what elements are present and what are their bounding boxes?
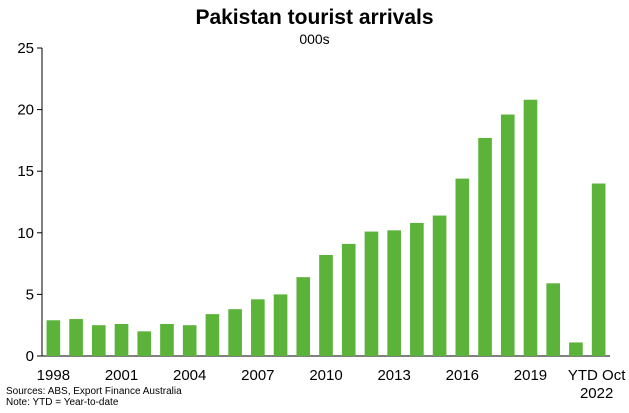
bar-2005	[205, 314, 220, 356]
bar-2013	[387, 230, 401, 356]
bar-2011	[341, 243, 356, 356]
y-tick-label: 5	[26, 286, 34, 303]
x-tick-label: 2010	[309, 367, 342, 384]
chart-footnote: Sources: ABS, Export Finance Australia N…	[6, 386, 182, 408]
bar-2003	[160, 323, 174, 356]
bar-2001	[114, 323, 129, 356]
chart-subtitle: 000s	[299, 31, 330, 47]
x-tick-label: 1998	[37, 367, 70, 384]
note-text: Note: YTD = Year-to-date	[6, 397, 119, 408]
y-tick-label: 25	[17, 40, 34, 57]
bar-2004	[182, 325, 197, 356]
bar-ytd-oct-2022	[591, 183, 606, 356]
bar-2000	[91, 325, 106, 356]
bar-2009	[296, 277, 311, 356]
x-tick-label: 2004	[173, 367, 206, 384]
bar-2016	[455, 178, 470, 356]
bar-1998	[46, 320, 61, 356]
x-tick-label: 2013	[377, 367, 410, 384]
bar-2017	[478, 137, 492, 356]
y-tick-label: 0	[26, 348, 34, 365]
bar-2002	[137, 331, 152, 356]
bar-2008	[273, 294, 288, 356]
bar-2015	[432, 215, 447, 356]
x-tick-label: 2007	[241, 367, 274, 384]
x-tick-label: 2001	[105, 367, 138, 384]
sources-text: Sources: ABS, Export Finance Australia	[6, 386, 182, 397]
x-tick-label: 2016	[446, 367, 479, 384]
x-tick-label: YTD Oct 2022	[568, 367, 626, 402]
y-tick-label: 20	[17, 102, 34, 119]
bar-2007	[251, 299, 265, 356]
bar-2018	[500, 114, 515, 356]
bar-2014	[410, 222, 424, 356]
chart-title: Pakistan tourist arrivals	[195, 6, 434, 29]
y-tick-label: 15	[17, 163, 34, 180]
y-tick-label: 10	[17, 225, 34, 242]
x-tick-label: 2019	[514, 367, 547, 384]
bar-2006	[228, 309, 242, 356]
bar-2010	[319, 254, 333, 356]
bar-1999	[69, 319, 83, 356]
bar-2020	[546, 283, 561, 356]
bar-2012	[364, 231, 379, 356]
bar-2019	[523, 99, 538, 356]
bar-2021	[569, 342, 583, 356]
